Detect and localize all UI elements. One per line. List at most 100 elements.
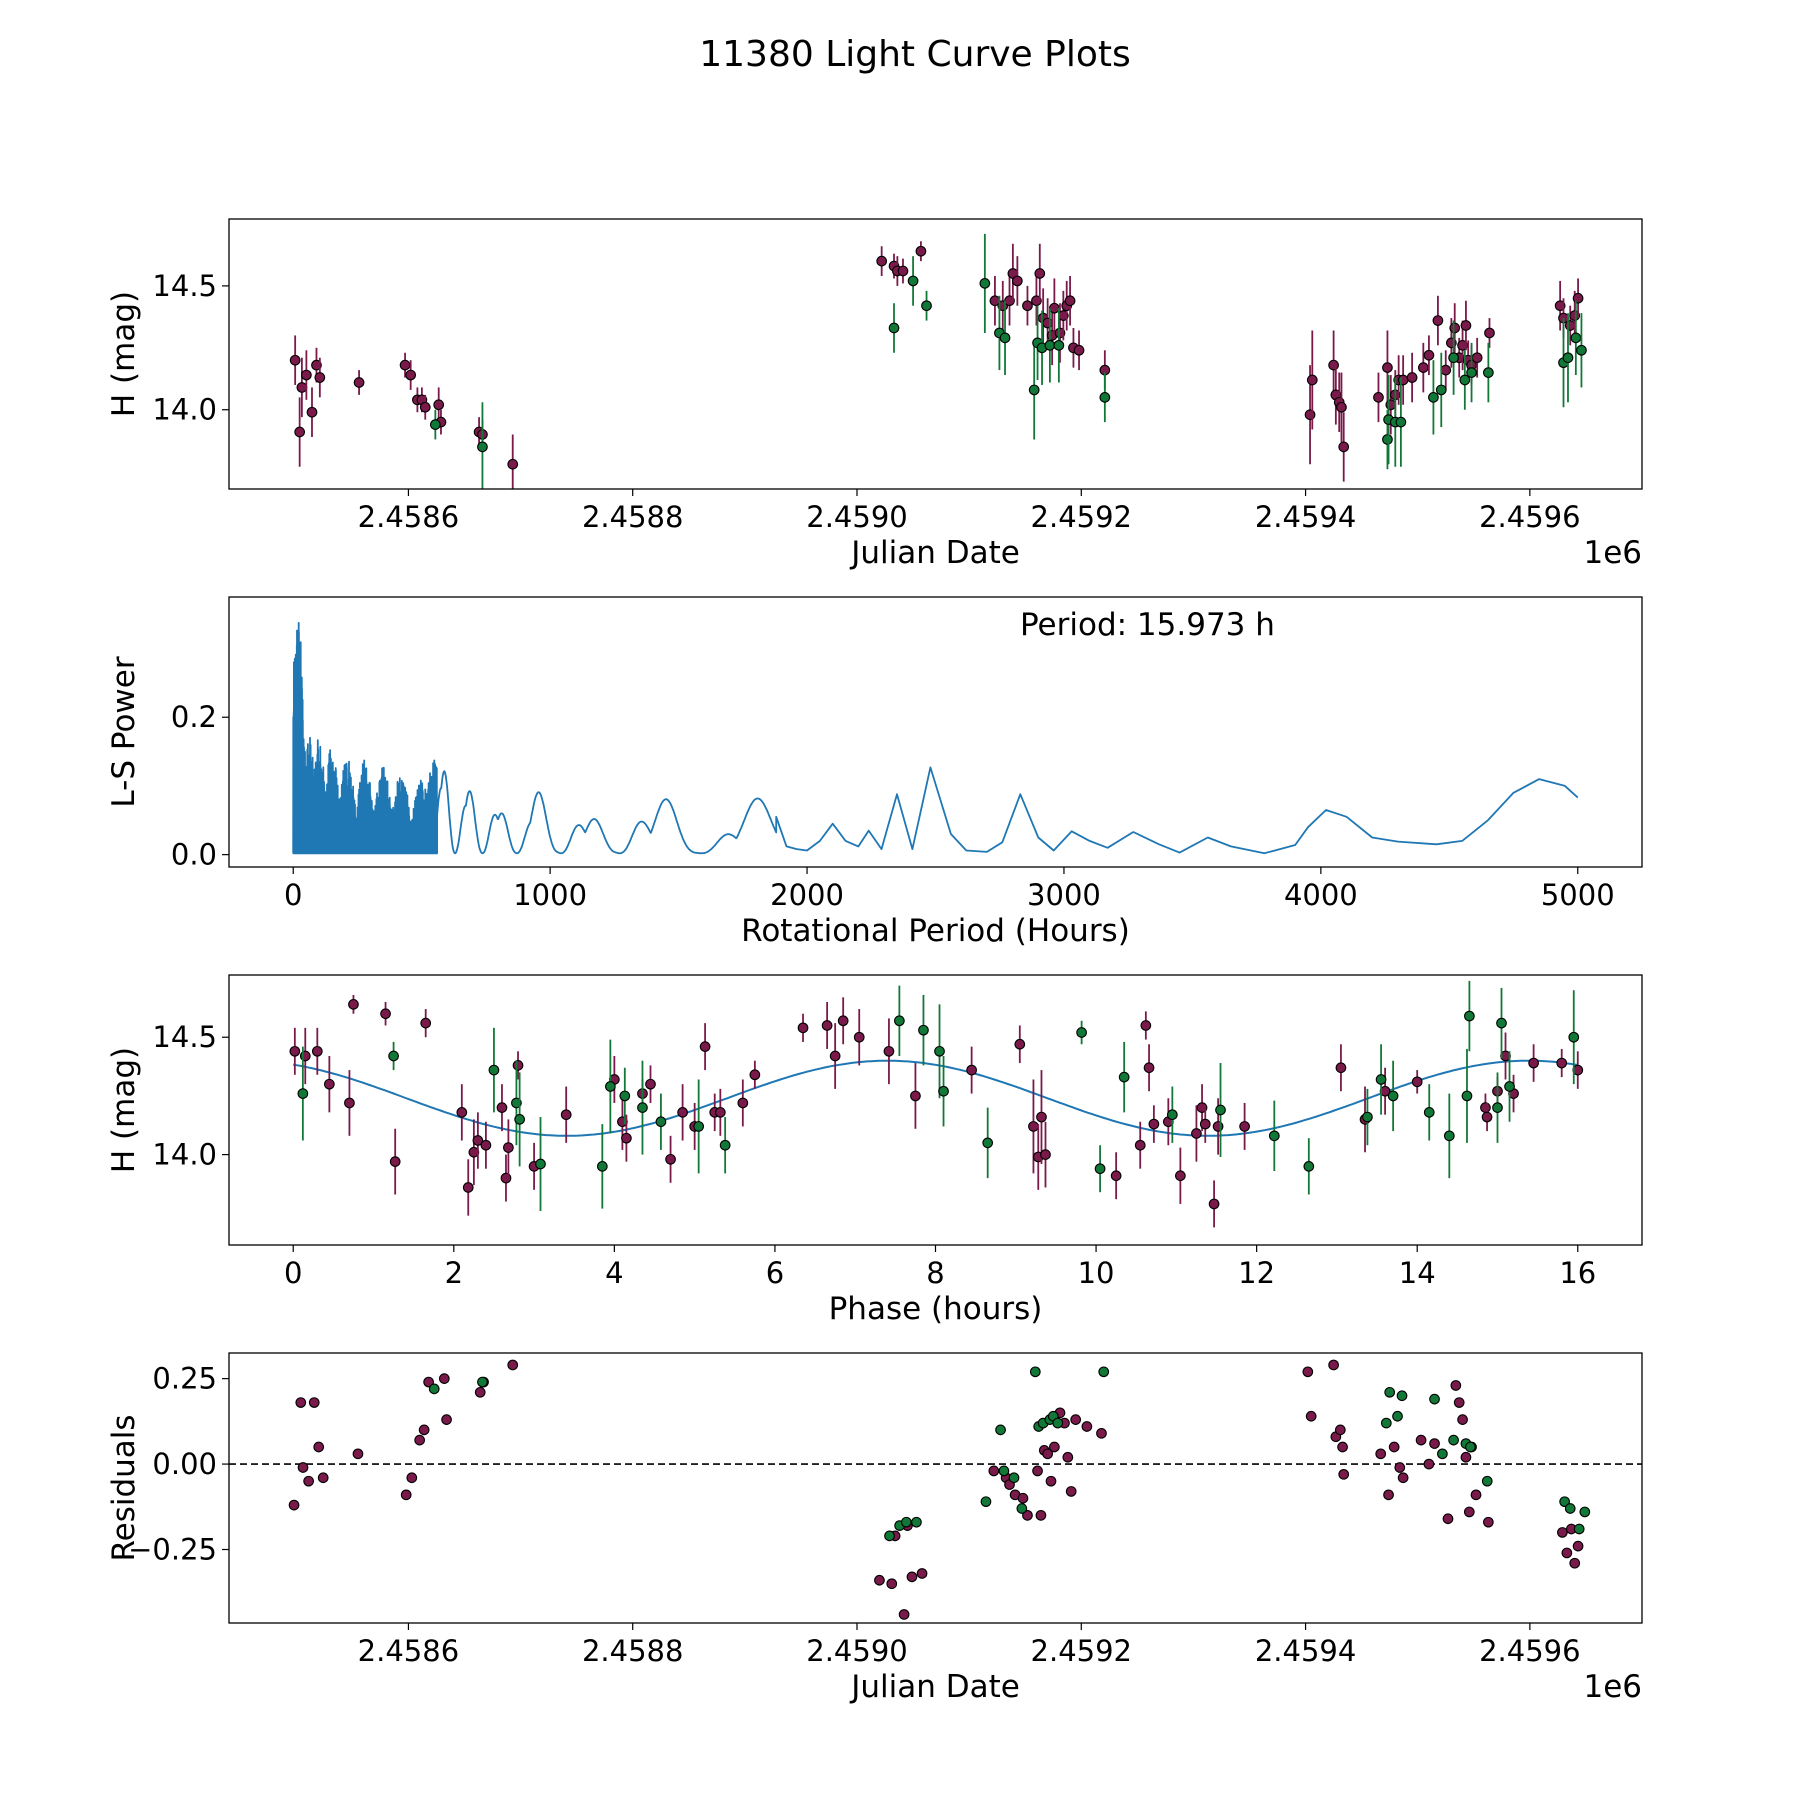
- data-point: [1014, 1038, 1026, 1050]
- x-tick-label: 2.4588: [582, 1634, 683, 1668]
- data-point: [1442, 1513, 1454, 1525]
- data-point: [311, 359, 322, 371]
- data-point: [1042, 1448, 1053, 1460]
- data-point: [472, 1135, 484, 1146]
- data-point: [1148, 1118, 1160, 1130]
- data-point: [1450, 1380, 1462, 1391]
- data-point: [966, 1064, 977, 1076]
- model-curve: [293, 1059, 1578, 1137]
- data-point: [294, 426, 306, 438]
- data-point: [1070, 1414, 1082, 1425]
- data-point: [295, 1397, 307, 1408]
- data-point: [1556, 1057, 1568, 1069]
- data-point: [296, 382, 308, 393]
- data-point: [1336, 401, 1347, 413]
- data-point: [352, 1448, 364, 1460]
- data-point: [507, 1359, 519, 1371]
- data-point: [1064, 295, 1076, 307]
- data-point: [317, 1472, 329, 1484]
- data-point: [1483, 1516, 1494, 1528]
- data-point: [980, 1496, 992, 1508]
- data-point: [1448, 352, 1459, 364]
- lightcurve-panel: 2.4586 2.4588 2.4590 2.4592 2.4594 2.4596 14.0…: [106, 218, 1643, 571]
- data-point: [938, 1085, 949, 1097]
- data-point: [1016, 1503, 1028, 1514]
- x-tick-label: 3000: [1027, 878, 1101, 912]
- data-point: [874, 1574, 885, 1586]
- data-point: [886, 1578, 898, 1590]
- data-point: [1373, 391, 1384, 403]
- data-point: [1045, 1475, 1057, 1487]
- figure-title: 11380 Light Curve Plots: [699, 34, 1131, 75]
- data-point: [1415, 1434, 1427, 1446]
- data-point: [308, 1397, 320, 1408]
- x-tick-label: 10: [1078, 1256, 1115, 1290]
- data-point: [645, 1078, 656, 1090]
- data-point: [389, 1156, 401, 1168]
- data-point: [1397, 374, 1409, 386]
- data-point: [1453, 1397, 1465, 1408]
- data-point: [1481, 1111, 1493, 1123]
- data-point: [1470, 1489, 1482, 1501]
- purple-series: [289, 994, 1584, 1228]
- data-point: [1303, 1160, 1315, 1172]
- data-point: [299, 1050, 311, 1062]
- data-point: [428, 1383, 440, 1395]
- data-point: [456, 1106, 468, 1118]
- data-point: [1143, 1062, 1155, 1074]
- data-point: [1464, 1010, 1475, 1022]
- data-point: [988, 1465, 1000, 1477]
- green-series: [428, 1366, 1591, 1542]
- lightcurve-data: [289, 233, 1587, 489]
- data-point: [665, 1153, 676, 1165]
- data-point: [1375, 1448, 1387, 1460]
- data-point: [1035, 1509, 1047, 1521]
- data-point: [1480, 1102, 1491, 1114]
- x-tick-label: 2.4596: [1479, 1634, 1580, 1668]
- data-point: [560, 1109, 572, 1121]
- x-tick-label: 6: [766, 1256, 784, 1290]
- data-point: [313, 1441, 325, 1453]
- data-point: [1384, 1386, 1396, 1398]
- data-point: [324, 1078, 335, 1090]
- x-tick-label: 2.4590: [806, 1634, 907, 1668]
- phase-panel: 0 2 4 6 8 10 12 14 16 14.0 14.5 Phase (hours) H (mag…: [106, 974, 1643, 1327]
- data-point: [297, 1088, 309, 1099]
- data-point: [423, 1376, 434, 1388]
- data-point: [406, 1472, 418, 1484]
- data-point: [1440, 364, 1452, 376]
- x-tick-label: 1000: [513, 878, 587, 912]
- data-point: [915, 245, 927, 257]
- data-point: [1302, 1366, 1314, 1378]
- data-point: [1448, 1434, 1459, 1446]
- data-point: [301, 369, 312, 381]
- data-point: [1166, 1109, 1178, 1121]
- x-tick-label: 4: [605, 1256, 623, 1290]
- data-point: [1049, 302, 1060, 314]
- periodogram-frame: [228, 596, 1643, 868]
- data-point: [1110, 1170, 1122, 1182]
- data-point: [916, 1568, 928, 1579]
- data-point: [1328, 1359, 1339, 1371]
- data-point: [918, 1024, 929, 1036]
- x-tick-label: 2.4592: [1031, 1634, 1132, 1668]
- data-point: [604, 1081, 616, 1092]
- y-axis-label: H (mag): [106, 291, 142, 417]
- data-point: [1175, 1170, 1186, 1182]
- data-point: [1466, 367, 1477, 378]
- data-point: [1191, 1128, 1202, 1139]
- data-point: [1395, 416, 1407, 428]
- data-point: [853, 1031, 865, 1043]
- data-point: [480, 1139, 492, 1151]
- data-point: [1457, 1414, 1468, 1425]
- data-point: [303, 1475, 314, 1487]
- data-point: [1338, 441, 1350, 453]
- data-point: [433, 399, 445, 411]
- data-point: [419, 401, 431, 413]
- data-point: [1423, 1106, 1435, 1118]
- data-point: [693, 1121, 705, 1132]
- data-point: [982, 1137, 994, 1149]
- x-tick-label: 2.4594: [1255, 1634, 1356, 1668]
- data-point: [1569, 1557, 1581, 1569]
- data-point: [438, 1373, 450, 1384]
